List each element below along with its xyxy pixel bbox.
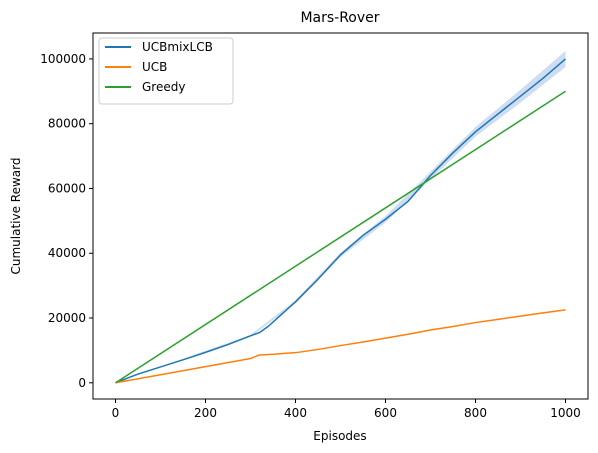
x-tick-label: 600 bbox=[374, 406, 397, 420]
legend: UCBmixLCB UCB Greedy bbox=[98, 37, 234, 105]
ucbmixlcb-series-line bbox=[115, 58, 566, 384]
plot-area-frame bbox=[92, 32, 589, 400]
ucb-legend-label: UCB bbox=[142, 60, 167, 74]
x-tick-label: 0 bbox=[112, 406, 120, 420]
greedy-series-line bbox=[115, 90, 566, 384]
chart-title: Mars-Rover bbox=[300, 10, 379, 26]
y-tick-label: 60000 bbox=[48, 181, 86, 195]
x-tick-label: 400 bbox=[284, 406, 307, 420]
x-tick-label: 1000 bbox=[550, 406, 581, 420]
x-axis-ticks: 0 200 400 600 800 1000 bbox=[112, 399, 581, 420]
ucbmixlcb-legend-label: UCBmixLCB bbox=[142, 40, 213, 54]
y-axis-title: Cumulative Reward bbox=[9, 158, 23, 275]
y-tick-label: 20000 bbox=[48, 311, 86, 325]
y-tick-label: 0 bbox=[78, 376, 86, 390]
ucb-series-line bbox=[115, 309, 566, 384]
legend-box bbox=[98, 37, 234, 105]
series-line-layer bbox=[115, 58, 566, 384]
greedy-legend-label: Greedy bbox=[142, 80, 185, 94]
y-tick-label: 100000 bbox=[40, 52, 86, 66]
y-tick-label: 40000 bbox=[48, 246, 86, 260]
y-axis-ticks: 0 20000 40000 60000 80000 100000 bbox=[40, 52, 93, 390]
x-axis-title: Episodes bbox=[313, 429, 366, 443]
x-tick-label: 800 bbox=[464, 406, 487, 420]
y-tick-label: 80000 bbox=[48, 117, 86, 131]
x-tick-label: 200 bbox=[194, 406, 217, 420]
